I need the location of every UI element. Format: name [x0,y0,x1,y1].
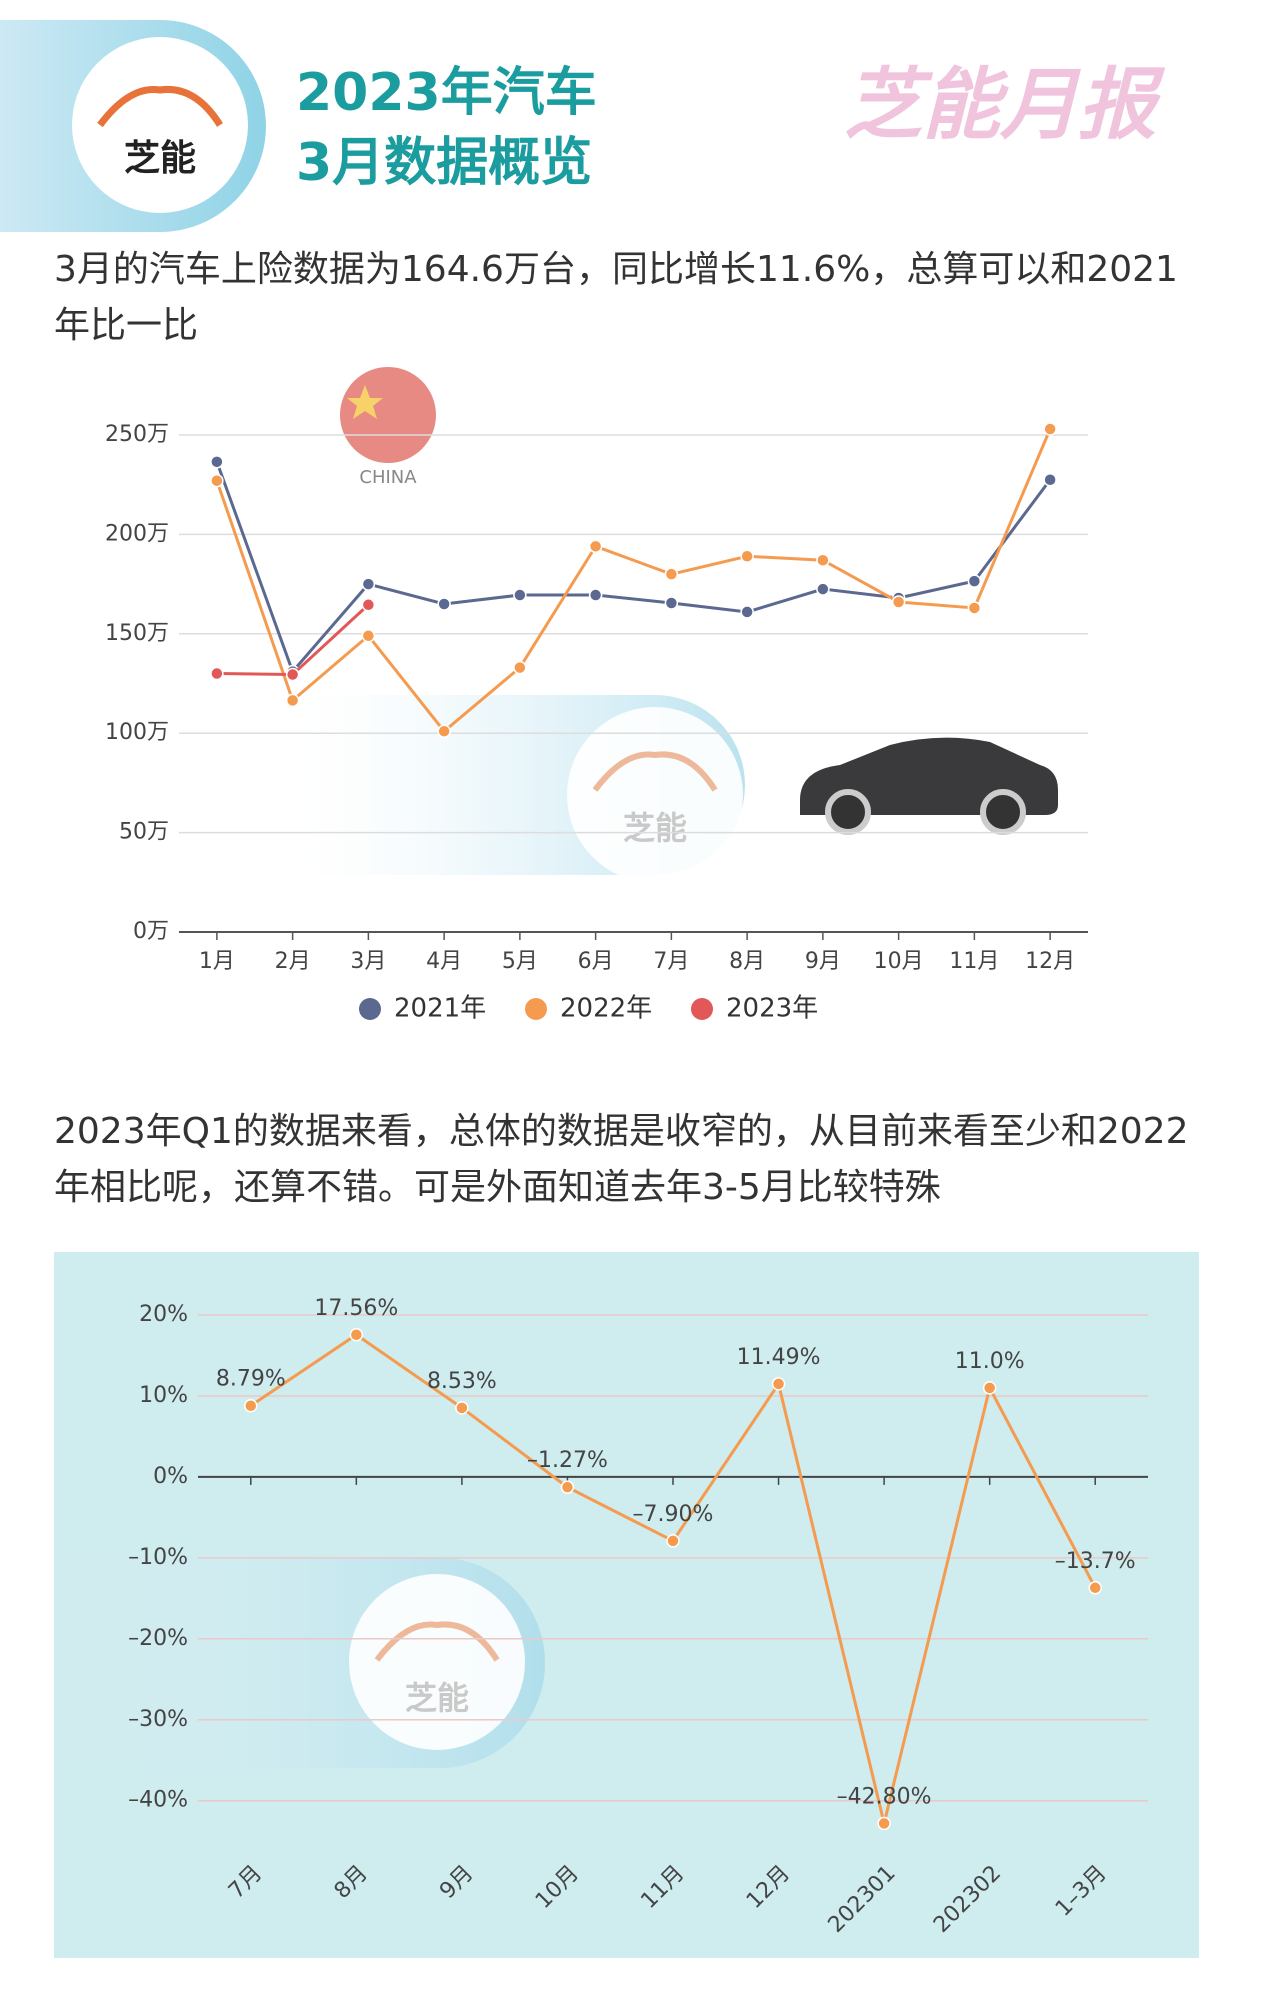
watermark-arc [592,751,718,792]
watermark-circle [567,707,743,883]
y-tick-label: 0万 [133,919,169,944]
logo-arc [97,85,223,128]
flag-star [347,385,383,419]
watermark-arc [374,1621,500,1662]
point [349,1328,364,1342]
point [666,1534,680,1548]
x-tick-label: 5月 [502,949,538,974]
point [1043,472,1057,487]
y-tick-label: 150万 [105,621,169,646]
value-label: 17.56% [314,1296,398,1321]
line [216,603,370,677]
badge-text: CHINA [359,467,417,488]
value-label: –7.90% [633,1502,714,1527]
legend-marker [359,998,381,1020]
paragraph: 2023年Q1的数据来看，总体的数据是收窄的，从目前来看至少和2022年相比呢，… [54,1111,1189,1208]
car-wheel [825,789,871,835]
value-label: 11.0% [955,1349,1025,1374]
point [1088,1581,1102,1595]
point [560,1480,575,1494]
logo-text: 芝能 [124,138,196,179]
y-tick-label: 0% [153,1464,188,1489]
value-label: 11.49% [737,1345,821,1370]
value-label: –13.7% [1055,1549,1136,1574]
point [285,693,300,708]
point [588,588,603,602]
watermark-text: 芝能 [405,1679,469,1717]
value-label: –42.80% [837,1784,932,1809]
header-title: 2023年汽车 [296,63,597,123]
legend-marker [691,998,713,1020]
point [664,567,679,581]
point [816,582,830,596]
point [740,549,754,564]
legend-marker [525,998,547,1020]
line [215,428,1052,734]
y-tick-label: –40% [128,1788,188,1813]
point [588,539,603,554]
point [877,1816,891,1831]
y-tick-label: 50万 [119,820,169,845]
y-tick-label: 250万 [105,422,169,447]
y-tick-label: 10% [139,1383,188,1408]
x-tick-label: 10月 [874,949,924,974]
value-label: 8.79% [216,1367,286,1392]
point [437,724,451,738]
point [455,1401,469,1415]
point [664,596,679,610]
legend-label: 2022年 [560,994,652,1024]
point [513,588,527,602]
point [967,574,982,588]
point [361,629,376,643]
point [437,597,451,611]
point [771,1377,786,1391]
x-tick-label: 6月 [578,949,614,974]
value-label: –1.27% [527,1448,608,1473]
x-tick-label: 12月 [1025,949,1075,974]
point [891,595,906,609]
point [982,1381,997,1395]
x-tick-label: 2月 [275,949,311,974]
x-tick-label: 1月 [199,949,235,974]
legend-label: 2021年 [394,994,486,1024]
point [210,666,224,681]
point [967,601,982,615]
y-tick-label: 20% [139,1302,188,1327]
logo-circle [72,37,248,213]
x-tick-label: 9月 [805,949,841,974]
point [361,598,376,612]
point [285,667,300,682]
paragraph: 3月的汽车上险数据为164.6万台，同比增长11.6%，总算可以和2021年比一… [54,249,1178,346]
x-tick-label: 11月 [949,949,999,974]
point [1043,422,1057,436]
watermark-circle [349,1574,525,1750]
y-tick-label: –10% [128,1545,188,1570]
point [361,577,376,591]
header-title: 3月数据概览 [296,133,593,193]
x-tick-label: 8月 [729,949,765,974]
point [210,455,224,469]
x-tick-label: 3月 [350,949,386,974]
point [816,553,830,567]
x-tick-label: 7月 [653,949,689,974]
point [513,660,527,675]
point [244,1398,258,1413]
brand: 芝能月报 [844,60,1166,150]
value-label: 8.53% [427,1369,497,1394]
legend-label: 2023年 [726,994,818,1024]
x-tick-label: 4月 [426,949,462,974]
line [215,461,1052,675]
watermark-text: 芝能 [623,809,687,847]
y-tick-label: –20% [128,1626,188,1651]
point [210,473,224,488]
car-wheel [980,789,1026,835]
y-tick-label: –30% [128,1707,188,1732]
y-tick-label: 100万 [105,720,169,745]
y-tick-label: 200万 [105,521,169,546]
point [740,605,754,619]
